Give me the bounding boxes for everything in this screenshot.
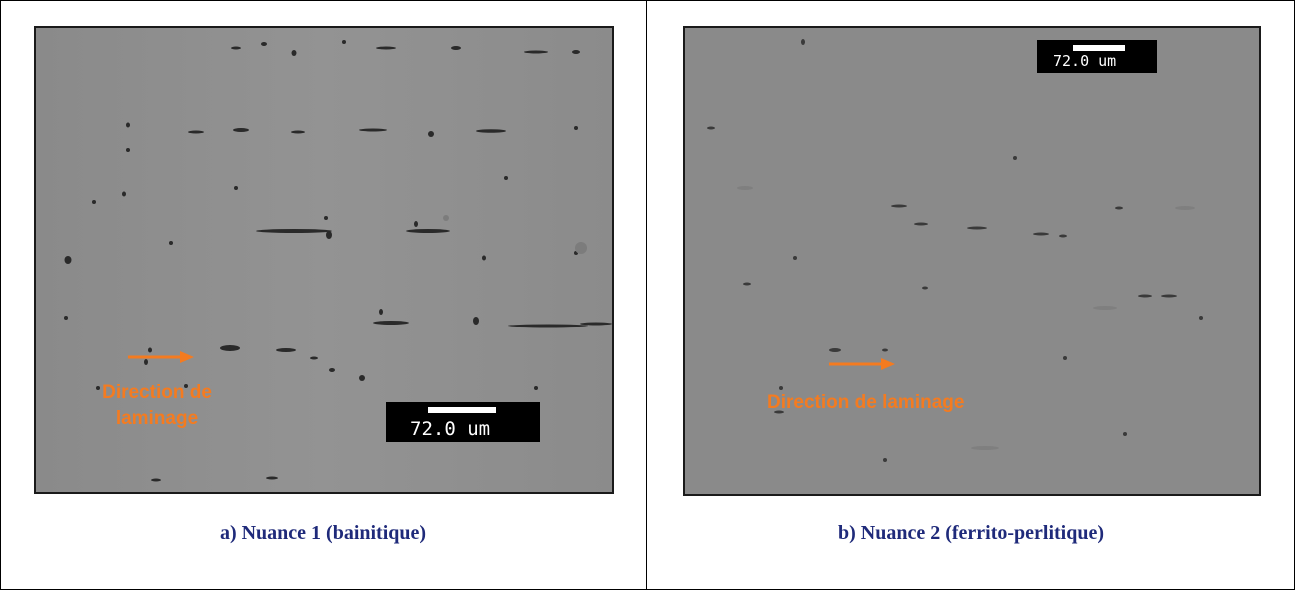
- panel-a: 72.0 um Direction de laminage a) Nuance …: [0, 0, 646, 590]
- caption-b: b) Nuance 2 (ferrito-perlitique): [837, 522, 1105, 544]
- micrograph-b-image: [685, 28, 1259, 494]
- scale-bar-a-label: 72.0 um: [410, 418, 491, 440]
- panel-divider: [646, 0, 647, 590]
- panel-b: 72.0 um Direction de laminage b) Nuance …: [647, 0, 1295, 590]
- rolling-direction-label-a-line2: laminage: [115, 408, 199, 429]
- scale-bar-a-line: [428, 407, 496, 413]
- right-arrow-icon: [829, 358, 895, 370]
- rolling-direction-label-a-line1: Direction de: [102, 382, 212, 403]
- scale-bar-b-line: [1073, 45, 1125, 51]
- micrograph-b: [683, 26, 1261, 496]
- scale-bar-b: 72.0 um: [1037, 40, 1157, 73]
- scale-bar-a: 72.0 um: [386, 402, 540, 442]
- rolling-direction-label-a: Direction de laminage: [82, 380, 232, 432]
- rolling-direction-label-b: Direction de laminage: [767, 392, 965, 413]
- scale-bar-b-label: 72.0 um: [1053, 52, 1117, 70]
- right-arrow-icon: [128, 351, 194, 363]
- caption-a: a) Nuance 1 (bainitique): [219, 522, 427, 544]
